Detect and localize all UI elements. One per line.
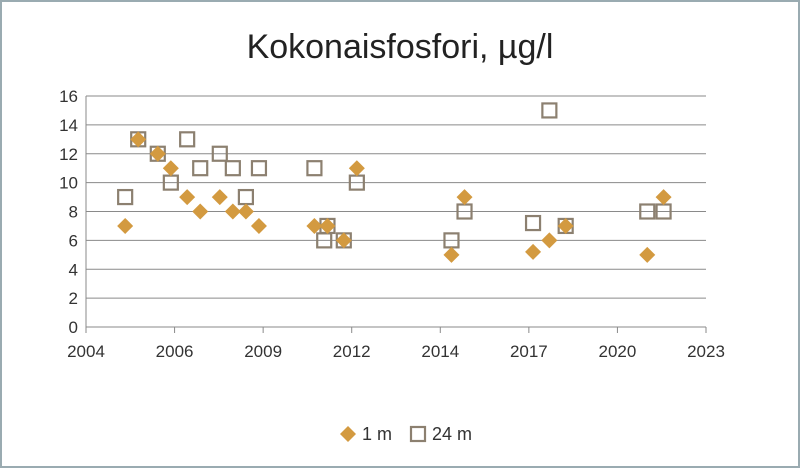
data-point: [211, 145, 228, 162]
data-point: [117, 188, 134, 206]
x-tick-label: 2004: [67, 342, 105, 361]
data-series: [117, 102, 672, 263]
x-tick-label: 2012: [333, 342, 371, 361]
data-point: [639, 203, 656, 220]
data-point: [192, 160, 209, 177]
y-tick-label: 12: [59, 145, 78, 164]
data-point: [224, 203, 241, 220]
data-point: [224, 160, 241, 177]
data-point: [348, 160, 365, 177]
data-point: [655, 189, 672, 206]
x-tick-label: 2020: [599, 342, 637, 361]
data-point: [211, 189, 228, 206]
data-point: [162, 160, 179, 177]
x-tick-label: 2006: [156, 342, 194, 361]
data-point: [557, 217, 574, 234]
legend-label: 1 m: [362, 424, 392, 444]
x-tick-label: 2017: [510, 342, 548, 361]
gridlines: [86, 95, 706, 299]
data-point: [639, 246, 656, 263]
legend: 1 m 24 m: [340, 424, 472, 444]
y-tick-label: 14: [59, 116, 78, 135]
series-1m: [117, 131, 672, 263]
chart-title: Kokonaisfosfori, µg/l: [247, 28, 554, 66]
legend-marker: [409, 425, 427, 443]
data-point: [319, 217, 336, 234]
axes: 0 2 4 6 8 10 12 14 16 2004 2006 2009 2012 2014 2017 202…: [59, 87, 725, 361]
x-tick-label: 2014: [421, 342, 459, 361]
data-point: [541, 102, 558, 119]
y-tick-label: 16: [59, 87, 78, 106]
y-tick-label: 4: [69, 260, 78, 279]
data-point: [306, 160, 323, 177]
legend-label: 24 m: [432, 424, 472, 444]
data-point: [525, 243, 542, 260]
y-tick-label: 2: [69, 289, 78, 308]
data-point: [179, 131, 196, 148]
y-tick-label: 6: [69, 231, 78, 250]
data-point: [335, 232, 352, 249]
y-tick-label: 8: [69, 203, 78, 222]
data-point: [237, 188, 254, 206]
data-point: [117, 217, 134, 234]
data-point: [250, 217, 267, 234]
data-point: [306, 217, 323, 234]
x-tick-label: 2009: [244, 342, 282, 361]
data-point: [192, 203, 209, 220]
data-point: [541, 232, 558, 249]
data-point: [443, 246, 460, 263]
data-point: [179, 189, 196, 206]
x-tick-label: 2023: [687, 342, 725, 361]
data-point: [130, 131, 147, 148]
data-point: [250, 160, 268, 177]
data-point: [237, 203, 254, 220]
data-point: [524, 214, 542, 232]
data-point: [149, 145, 166, 162]
y-tick-label: 0: [69, 318, 78, 337]
legend-marker: [340, 426, 356, 442]
y-tick-label: 10: [59, 174, 78, 193]
data-point: [456, 189, 473, 206]
